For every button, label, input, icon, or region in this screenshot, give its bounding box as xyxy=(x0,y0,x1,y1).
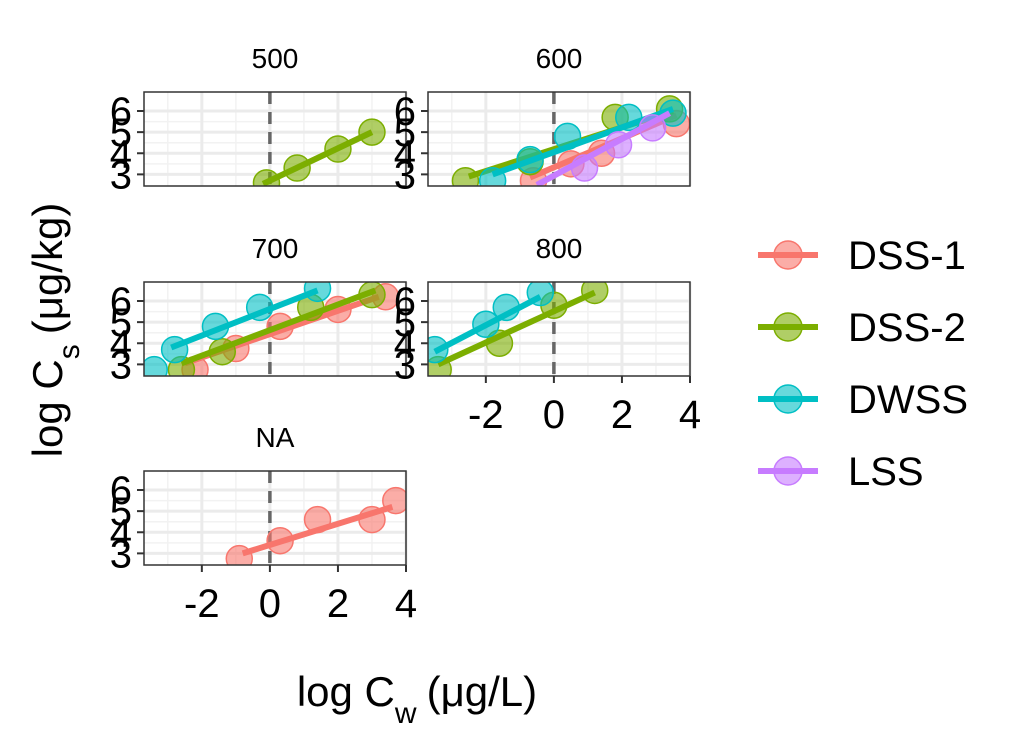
data-point xyxy=(303,282,332,303)
legend-label: LSS xyxy=(848,450,924,494)
strip-label: 800 xyxy=(536,233,583,264)
fit-line xyxy=(241,504,394,557)
fit-line xyxy=(433,294,542,355)
strip-label: NA xyxy=(256,422,295,453)
y-tick-label: 5 xyxy=(110,111,132,155)
y-tick-label: 4 xyxy=(110,511,132,555)
legend-marker xyxy=(773,456,803,486)
strip-label: 700 xyxy=(252,233,299,264)
x-tick-label: 4 xyxy=(395,582,417,626)
y-tick-label: 4 xyxy=(394,322,416,366)
y-tick-label: 5 xyxy=(110,301,132,345)
x-tick-label: 4 xyxy=(679,393,701,437)
y-tick-label: 6 xyxy=(394,280,416,324)
fit-line xyxy=(261,129,374,186)
x-tick-label: 2 xyxy=(611,393,633,437)
x-tick-label: 0 xyxy=(543,393,565,437)
panel-border xyxy=(427,281,691,377)
panel-border xyxy=(143,470,407,566)
strip-label: 600 xyxy=(536,43,583,74)
data-point xyxy=(144,355,168,376)
x-tick-label: -2 xyxy=(184,582,220,626)
y-tick-label: 3 xyxy=(110,153,132,197)
data-point xyxy=(451,166,480,186)
strip-label: 500 xyxy=(252,43,299,74)
legend-item: DWSS xyxy=(758,378,968,422)
y-tick-label: 6 xyxy=(110,280,132,324)
x-tick-label: 0 xyxy=(259,582,281,626)
panel-data xyxy=(252,118,386,186)
fit-line xyxy=(436,289,596,368)
fit-line xyxy=(535,110,672,186)
legend: DSS-1 DSS-2 DWSS LSS xyxy=(758,234,968,494)
legend-item: DSS-2 xyxy=(758,306,966,350)
legend-label: DSS-1 xyxy=(848,234,966,278)
x-axis-title: log Cw (μg/L) xyxy=(297,668,537,729)
axis-titles: log Cw (μg/L) log Cs(μg/kg) xyxy=(24,203,537,729)
legend-item: DSS-1 xyxy=(758,234,966,278)
panel-border xyxy=(143,281,407,377)
y-tick-label: 4 xyxy=(110,132,132,176)
y-tick-label: 6 xyxy=(394,90,416,134)
y-tick-label: 6 xyxy=(110,469,132,513)
y-tick-label: 5 xyxy=(110,490,132,534)
fit-line xyxy=(180,287,377,367)
legend-marker xyxy=(773,384,803,414)
y-tick-label: 3 xyxy=(394,153,416,197)
fit-line xyxy=(170,287,319,351)
y-tick-label: 3 xyxy=(394,343,416,387)
legend-marker xyxy=(773,240,803,270)
legend-label: DWSS xyxy=(848,378,968,422)
legend-marker xyxy=(773,312,803,342)
y-tick-label: 4 xyxy=(110,322,132,366)
panel-data xyxy=(428,282,609,376)
y-tick-label: 5 xyxy=(394,301,416,345)
panel-data xyxy=(225,486,406,565)
legend-item: LSS xyxy=(758,450,924,494)
x-tick-label: 2 xyxy=(327,582,349,626)
panel-data xyxy=(451,95,690,186)
panel-border xyxy=(143,91,407,187)
x-tick-label: -2 xyxy=(468,393,504,437)
y-tick-label: 5 xyxy=(394,111,416,155)
y-axis-title: log Cs(μg/kg) xyxy=(24,203,86,458)
panel-border xyxy=(427,91,691,187)
y-tick-label: 6 xyxy=(110,90,132,134)
legend-label: DSS-2 xyxy=(848,306,966,350)
y-tick-label: 4 xyxy=(394,132,416,176)
panel-data xyxy=(144,282,400,376)
y-tick-label: 3 xyxy=(110,343,132,387)
y-tick-label: 3 xyxy=(110,532,132,576)
